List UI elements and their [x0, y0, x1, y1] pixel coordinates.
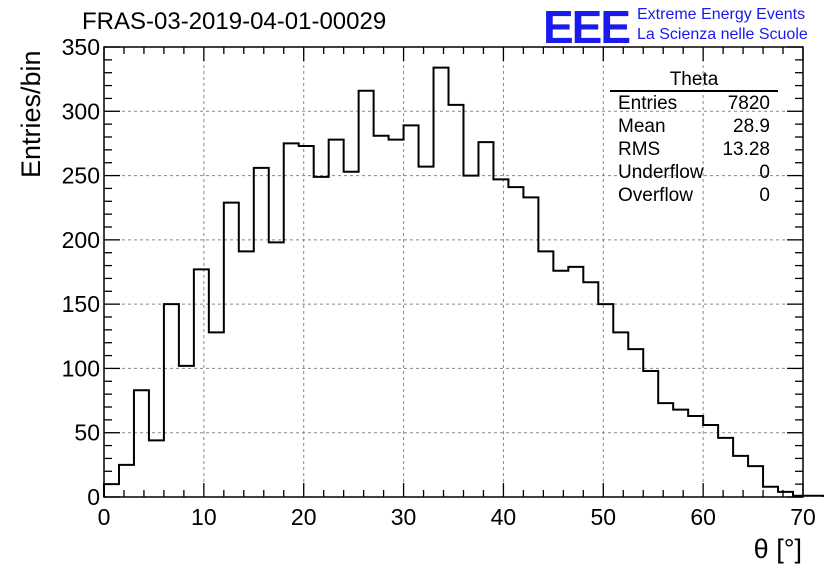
histogram-bin — [778, 492, 793, 497]
histogram-bin — [553, 271, 568, 497]
histogram-bin — [568, 267, 583, 497]
histogram-bin — [329, 140, 344, 497]
histogram-bin — [299, 146, 314, 497]
histogram-bin — [478, 142, 493, 497]
stats-label: Entries — [618, 93, 678, 114]
y-tick-label: 300 — [62, 98, 100, 124]
histogram-bin — [434, 68, 449, 497]
histogram-bin — [239, 251, 254, 497]
stats-box: Theta Entries 7820 Mean 28.9 RMS 13.28 Underfl… — [610, 70, 778, 207]
histogram-bin — [419, 167, 434, 497]
y-tick-label: 150 — [62, 291, 100, 317]
histogram-bin — [134, 390, 149, 497]
histogram-bin — [718, 438, 733, 497]
histogram-bin — [194, 269, 209, 497]
plot-title: FRAS-03-2019-04-01-00029 — [82, 8, 387, 35]
histogram-bin — [538, 251, 553, 497]
histogram-bin — [284, 143, 299, 497]
eee-logo: EEE — [543, 1, 631, 53]
x-tick-label: 0 — [98, 504, 111, 530]
histogram-bin — [598, 304, 613, 497]
stats-value: 28.9 — [733, 116, 770, 137]
histogram-bin — [374, 136, 389, 497]
histogram-bin — [269, 242, 284, 497]
logo-text-line1: Extreme Energy Events — [637, 6, 806, 23]
axis-ticks — [103, 46, 804, 498]
x-axis-label: θ [°] — [754, 534, 802, 564]
histogram-bin — [224, 203, 239, 497]
histogram-bin — [389, 140, 404, 497]
tick-labels: 0 10 20 30 40 50 60 70 0 50 100 150 200 250 300 350 — [62, 34, 816, 530]
x-tick-label: 30 — [391, 504, 417, 530]
y-axis-label: Entries/bin — [16, 50, 46, 178]
histogram-layer — [103, 66, 824, 497]
y-tick-label: 100 — [62, 355, 100, 381]
histogram-bin — [628, 349, 643, 497]
histogram-bin — [523, 197, 538, 497]
stats-label: Mean — [618, 116, 666, 137]
histogram-bin — [254, 168, 269, 497]
histogram-bin — [703, 425, 718, 497]
histogram-bin — [314, 177, 329, 497]
histogram-bin — [673, 410, 688, 497]
histogram-bin — [748, 466, 763, 497]
histogram-bin — [179, 366, 194, 497]
stats-rows: Entries 7820 Mean 28.9 RMS 13.28 Underflow 0 Ove… — [610, 92, 778, 207]
grid-lines — [104, 47, 803, 497]
stats-row-rms: RMS 13.28 — [610, 138, 778, 161]
stats-row-mean: Mean 28.9 — [610, 115, 778, 138]
histogram-bin — [763, 487, 778, 497]
x-tick-label: 40 — [491, 504, 517, 530]
histogram-bin — [104, 484, 119, 497]
histogram-bin — [449, 105, 464, 497]
histogram-bin — [359, 91, 374, 497]
stats-row-entries: Entries 7820 — [610, 92, 778, 115]
y-tick-label: 50 — [74, 420, 100, 446]
y-tick-label: 250 — [62, 163, 100, 189]
stats-label: Underflow — [618, 162, 704, 183]
stats-row-underflow: Underflow 0 — [610, 161, 778, 184]
stats-value: 0 — [759, 162, 770, 183]
histogram-bin — [404, 125, 419, 497]
histogram-bin — [149, 440, 164, 497]
histogram-bin — [613, 332, 628, 497]
x-tick-label: 20 — [291, 504, 317, 530]
stats-label: Overflow — [618, 185, 693, 206]
histogram-bin — [344, 172, 359, 497]
histogram-outline — [103, 66, 824, 497]
stats-value: 0 — [759, 185, 770, 206]
histogram-bin — [808, 496, 823, 497]
histogram-bin — [643, 371, 658, 497]
histogram-bin — [119, 465, 134, 497]
histogram-bin — [463, 176, 478, 497]
x-tick-label: 10 — [191, 504, 217, 530]
x-tick-label: 70 — [790, 504, 816, 530]
plot-frame — [103, 46, 804, 498]
y-tick-label: 0 — [87, 484, 100, 510]
stats-row-overflow: Overflow 0 — [610, 184, 778, 207]
histogram-bin — [493, 179, 508, 497]
histogram-bin — [508, 187, 523, 497]
histogram-bin — [688, 416, 703, 497]
stats-value: 13.28 — [722, 139, 770, 160]
histogram-bin — [733, 456, 748, 497]
stats-title: Theta — [610, 70, 778, 92]
histogram-bin — [658, 403, 673, 497]
stats-label: RMS — [618, 139, 661, 160]
histogram-bin — [583, 282, 598, 497]
y-tick-label: 350 — [62, 34, 100, 60]
y-tick-label: 200 — [62, 227, 100, 253]
logo-text-line2: La Scienza nelle Scuole — [637, 26, 808, 43]
histogram-bin — [209, 332, 224, 497]
x-tick-label: 60 — [690, 504, 716, 530]
stats-value: 7820 — [727, 93, 770, 114]
x-tick-label: 50 — [590, 504, 616, 530]
histogram-bin — [164, 304, 179, 497]
